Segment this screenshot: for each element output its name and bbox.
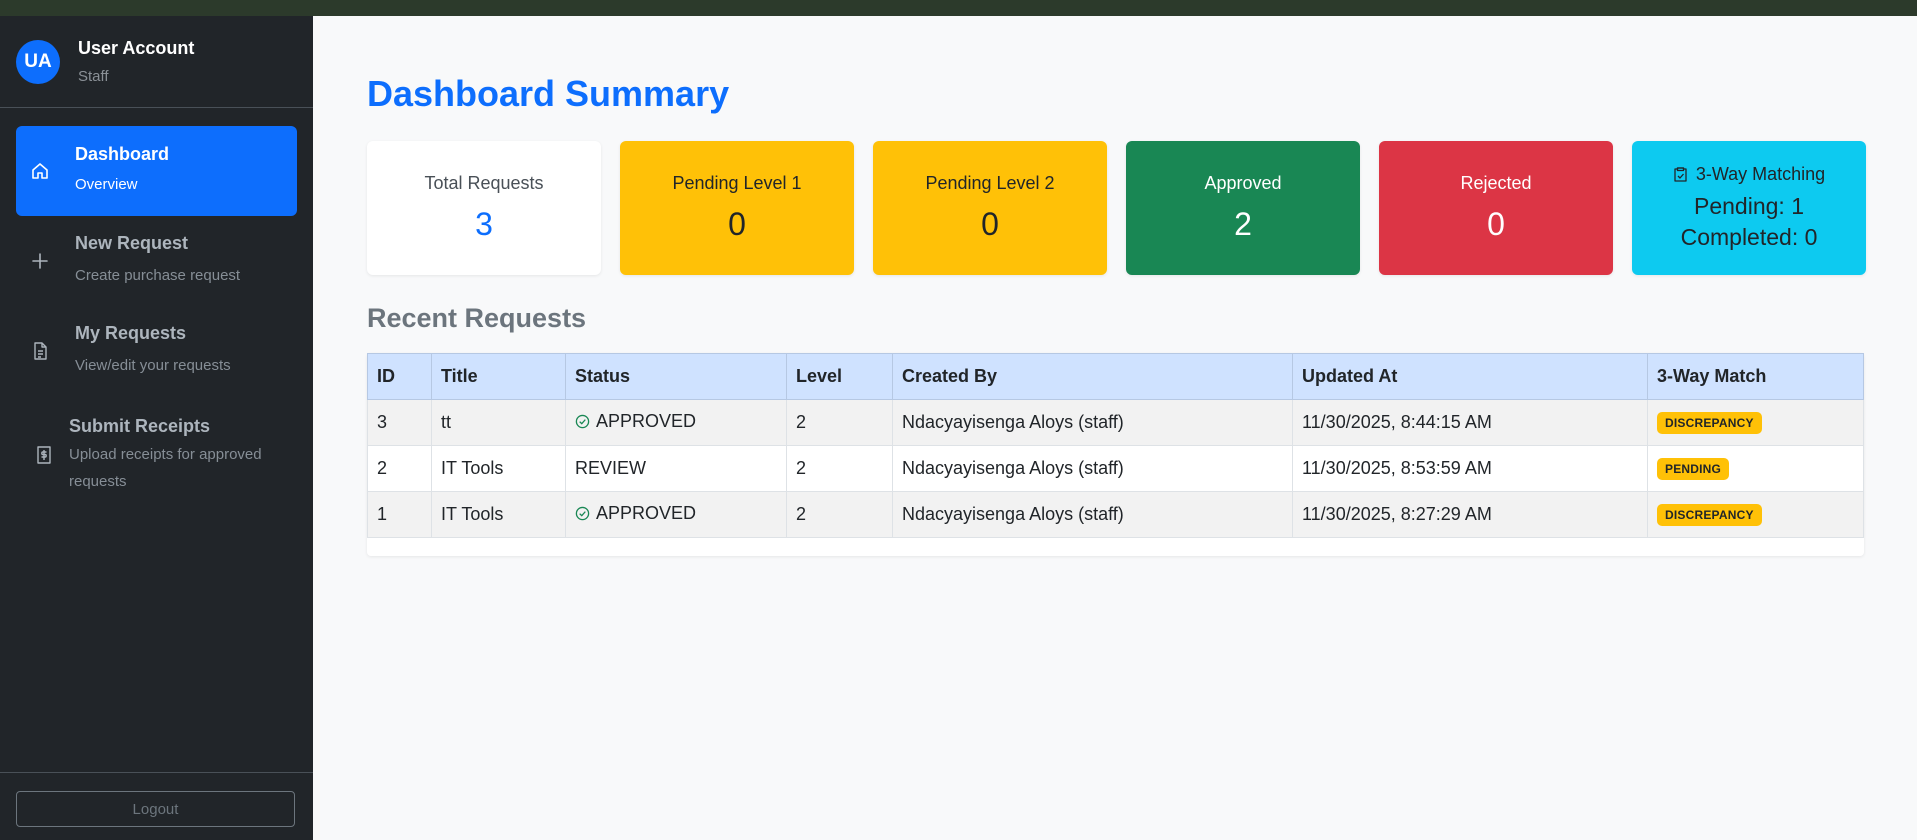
cell-status: REVIEW: [565, 445, 787, 492]
column-header-updated-at: Updated At: [1292, 353, 1648, 400]
sidebar: UA User Account Staff Dashboard Overview…: [0, 16, 313, 840]
card-3-way-matching: 3-Way Matching Pending: 1 Completed: 0: [1632, 141, 1866, 275]
user-name: User Account: [78, 38, 195, 58]
card-label: Rejected: [1460, 173, 1532, 193]
summary-cards: Total Requests 3 Pending Level 1 0 Pendi…: [367, 141, 1866, 275]
column-header-status: Status: [565, 353, 787, 400]
match-status-badge: PENDING: [1657, 458, 1730, 480]
cell-updated-at: 11/30/2025, 8:53:59 AM: [1292, 445, 1648, 492]
logout-button[interactable]: Logout: [16, 791, 295, 827]
sidebar-item-dashboard[interactable]: Dashboard Overview: [16, 126, 297, 216]
sidebar-item-title: Submit Receipts: [69, 415, 211, 436]
cell-created-by: Ndacyayisenga Aloys (staff): [892, 399, 1293, 446]
match-status-badge: DISCREPANCY: [1657, 412, 1762, 434]
cell-level: 2: [786, 491, 893, 538]
cell-title: tt: [431, 399, 566, 446]
column-header-level: Level: [786, 353, 893, 400]
sidebar-item-subtitle: Create purchase request: [75, 267, 241, 284]
cell-created-by: Ndacyayisenga Aloys (staff): [892, 445, 1293, 492]
check-circle-icon: [575, 414, 590, 429]
sidebar-item-subtitle: View/edit your requests: [75, 357, 231, 374]
cell-id: 1: [367, 491, 432, 538]
table-header-row: ID Title Status Level Created By Updated…: [367, 353, 1864, 400]
column-header-created-by: Created By: [892, 353, 1293, 400]
column-header-title: Title: [431, 353, 566, 400]
sidebar-item-new-request[interactable]: New Request Create purchase request: [16, 216, 297, 306]
cell-updated-at: 11/30/2025, 8:27:29 AM: [1292, 491, 1648, 538]
matching-pending: Pending: 1: [1694, 192, 1804, 219]
sidebar-item-title: Dashboard: [75, 144, 170, 164]
cell-updated-at: 11/30/2025, 8:44:15 AM: [1292, 399, 1648, 446]
match-status-badge: DISCREPANCY: [1657, 504, 1762, 526]
column-header-id: ID: [367, 353, 432, 400]
card-value: 2: [1234, 206, 1252, 242]
card-total-requests: Total Requests 3: [367, 141, 601, 275]
check-circle-icon: [575, 506, 590, 521]
user-role: Staff: [78, 68, 109, 85]
user-profile: UA User Account Staff: [0, 16, 313, 108]
sidebar-footer: Logout: [0, 772, 313, 840]
card-pending-level-2: Pending Level 2 0: [873, 141, 1107, 275]
document-icon: [30, 341, 50, 361]
table-row[interactable]: 3 tt APPROVED 2 Ndacyayisenga Aloys (sta…: [367, 399, 1864, 446]
sidebar-item-title: My Requests: [75, 323, 187, 343]
card-value: 0: [728, 206, 746, 242]
card-approved: Approved 2: [1126, 141, 1360, 275]
cell-level: 2: [786, 445, 893, 492]
main-content: Dashboard Summary Total Requests 3 Pendi…: [313, 16, 1917, 840]
matching-completed: Completed: 0: [1680, 223, 1818, 250]
sidebar-nav: Dashboard Overview New Request Create pu…: [0, 108, 313, 514]
plus-icon: [30, 251, 50, 271]
cell-status: APPROVED: [596, 411, 697, 431]
card-value: 3: [475, 206, 493, 242]
cell-level: 2: [786, 399, 893, 446]
page-title: Dashboard Summary: [367, 73, 730, 114]
sidebar-item-title: New Request: [75, 233, 189, 253]
sidebar-item-submit-receipts[interactable]: Submit Receipts Upload receipts for appr…: [16, 396, 297, 514]
card-label: Approved: [1204, 173, 1282, 193]
table-row[interactable]: 2 IT Tools REVIEW 2 Ndacyayisenga Aloys …: [367, 445, 1864, 492]
recent-requests-title: Recent Requests: [367, 303, 587, 333]
avatar: UA: [16, 39, 60, 84]
recent-requests-table-card: ID Title Status Level Created By Updated…: [367, 353, 1864, 556]
sidebar-item-subtitle: Upload receipts for approved requests: [69, 445, 262, 490]
cell-title: IT Tools: [431, 445, 566, 492]
card-value: 0: [1487, 206, 1505, 242]
recent-requests-table: ID Title Status Level Created By Updated…: [367, 353, 1864, 538]
card-rejected: Rejected 0: [1379, 141, 1613, 275]
card-value: 0: [981, 206, 999, 242]
sidebar-item-subtitle: Overview: [75, 176, 138, 193]
cell-title: IT Tools: [431, 491, 566, 538]
column-header-3-way-match: 3-Way Match: [1647, 353, 1864, 400]
browser-top-strip: [0, 0, 1917, 16]
card-pending-level-1: Pending Level 1 0: [620, 141, 854, 275]
table-row[interactable]: 1 IT Tools APPROVED 2 Ndacyayisenga Aloy…: [367, 491, 1864, 538]
cell-id: 3: [367, 399, 432, 446]
card-label: Pending Level 1: [672, 173, 802, 193]
cell-status: APPROVED: [596, 503, 697, 523]
receipt-icon: [34, 445, 51, 465]
cell-created-by: Ndacyayisenga Aloys (staff): [892, 491, 1293, 538]
card-label: Total Requests: [424, 173, 544, 193]
home-icon: [30, 161, 50, 181]
card-label: Pending Level 2: [925, 173, 1055, 193]
cell-id: 2: [367, 445, 432, 492]
card-label: 3-Way Matching: [1695, 163, 1826, 184]
clipboard-check-icon: [1674, 167, 1687, 182]
sidebar-item-my-requests[interactable]: My Requests View/edit your requests: [16, 306, 297, 396]
